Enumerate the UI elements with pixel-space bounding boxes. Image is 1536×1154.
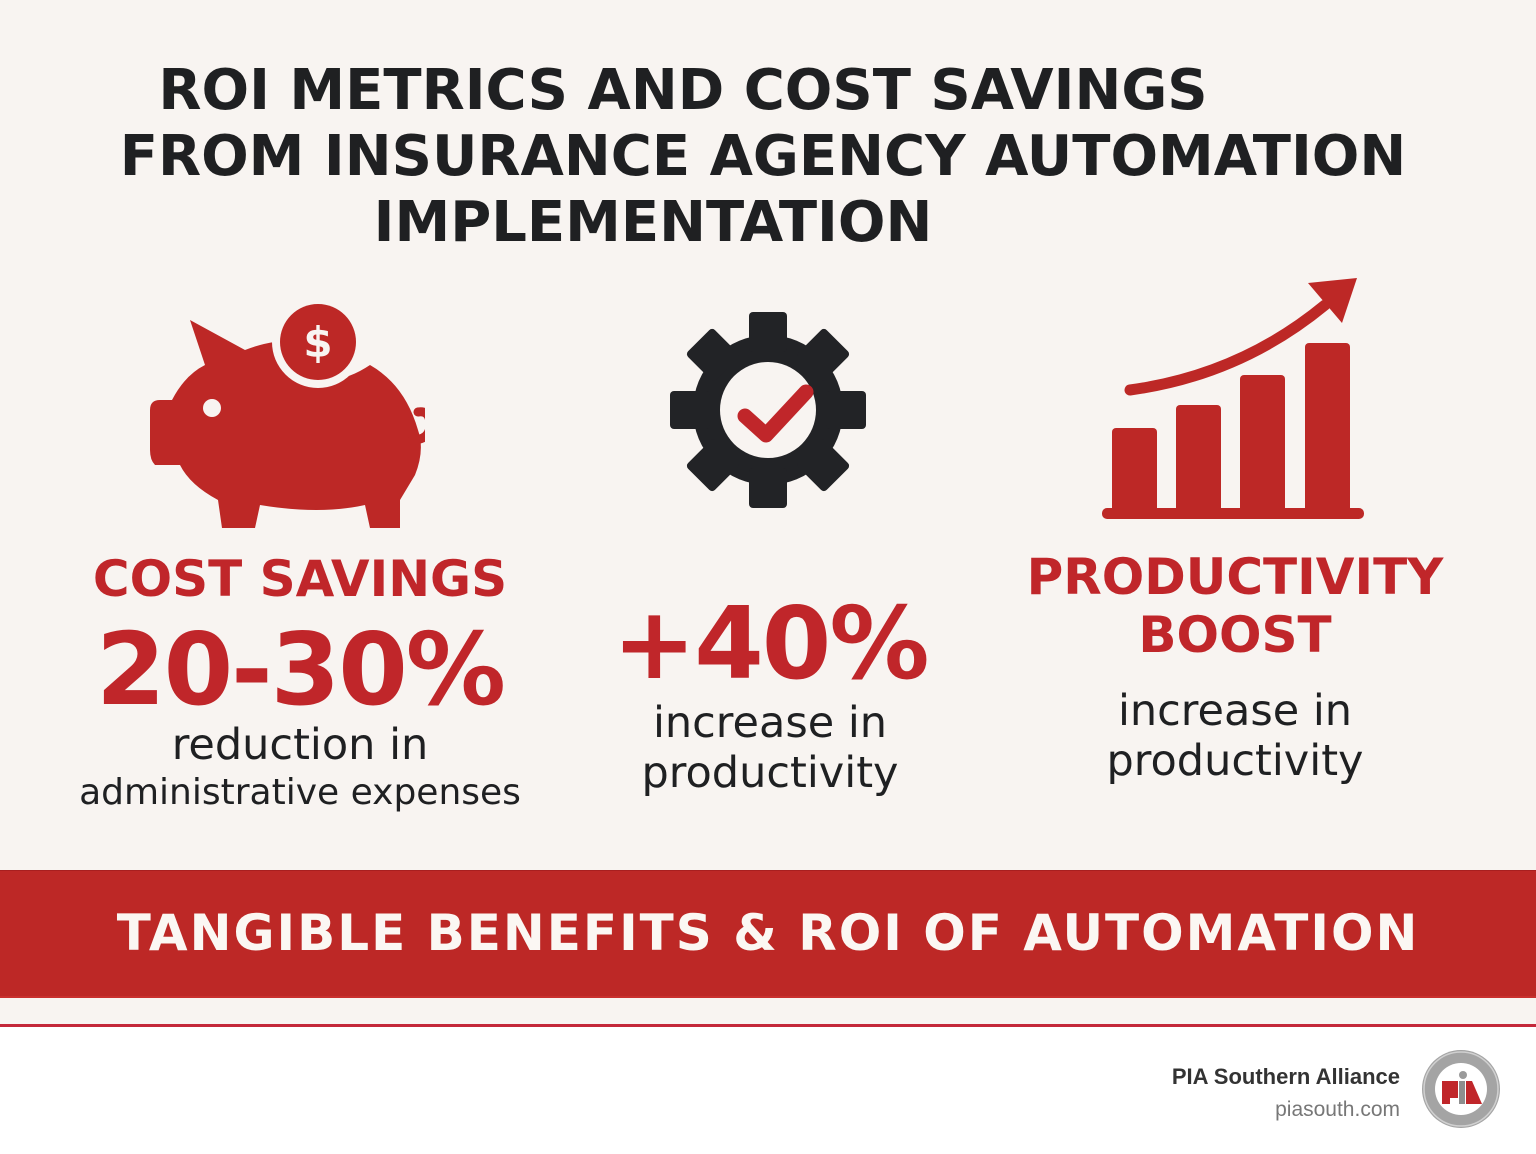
banner-text: TANGIBLE BENEFITS & ROI OF AUTOMATION [116,904,1420,962]
cost-savings-column: COST SAVINGS 20-30% reduction in adminis… [40,550,560,816]
org-url: piasouth.com [1275,1098,1400,1121]
productivity-boost-heading-line2: BOOST [1138,606,1332,664]
org-name: PIA Southern Alliance [1171,1064,1400,1089]
piggy-bank-icon: $ [150,300,425,528]
productivity-boost-desc-line2: productivity [1106,736,1364,786]
title-line-2: FROM INSURANCE AGENCY AUTOMATION [119,124,1407,189]
cost-savings-desc-line2: administrative expenses [79,772,521,813]
cost-savings-heading: COST SAVINGS [92,550,508,608]
divider-line [0,1024,1536,1027]
title-line-3: IMPLEMENTATION [373,190,933,255]
productivity-increase-desc-line2: productivity [641,748,899,798]
productivity-increase-value: +40% [612,585,929,702]
cost-savings-desc-line1: reduction in [171,720,429,770]
svg-text:$: $ [303,318,332,367]
productivity-boost-desc-line1: increase in [1117,686,1353,736]
title-line-1: ROI METRICS AND COST SAVINGS [158,58,1208,123]
page-title: ROI METRICS AND COST SAVINGS FROM INSURA… [0,58,1536,256]
productivity-increase-desc-line1: increase in [652,698,888,748]
productivity-boost-column: PRODUCTIVITY BOOST increase in productiv… [985,548,1485,786]
benefits-banner: TANGIBLE BENEFITS & ROI OF AUTOMATION [0,870,1536,998]
pia-seal-logo [1422,1050,1500,1128]
gear-check-icon [670,312,866,508]
productivity-boost-heading-line1: PRODUCTIVITY [1026,548,1444,606]
productivity-increase-column: +40% increase in productivity [520,585,1020,799]
cost-savings-value: 20-30% [95,611,506,728]
bar-chart-growth-icon [1102,278,1364,519]
